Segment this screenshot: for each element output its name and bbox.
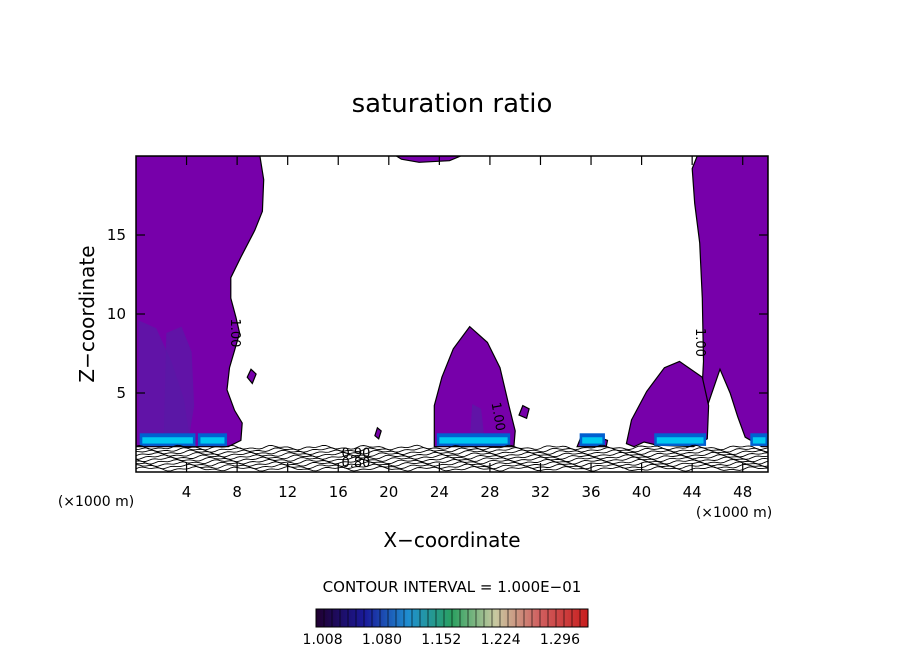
y-tick-label: 10 bbox=[107, 305, 126, 323]
isoline-8 bbox=[136, 449, 768, 456]
isoline-3 bbox=[136, 461, 768, 467]
x-tick-label: 36 bbox=[581, 483, 600, 501]
isoline-4 bbox=[136, 458, 768, 465]
contour-label: 0.80 bbox=[341, 456, 370, 471]
colorbar-label: 1.008 bbox=[303, 632, 343, 648]
x-tick-label: 16 bbox=[329, 483, 348, 501]
isoline-7 bbox=[136, 451, 768, 458]
cloud-base-core-2 bbox=[200, 437, 225, 444]
dark-shade-3 bbox=[469, 404, 485, 442]
cloud-base-core-4 bbox=[582, 437, 603, 444]
x-tick-label: 24 bbox=[430, 483, 449, 501]
x-tick-label: 48 bbox=[733, 483, 752, 501]
colorbar-label-layer: 1.008 1.080 1.152 1.224 1.296 bbox=[303, 632, 581, 648]
colorbar-label: 1.296 bbox=[540, 632, 580, 648]
x-tick-label: 4 bbox=[182, 483, 192, 501]
contour-label: 0.90 bbox=[341, 446, 370, 461]
supersaturated-region-2 bbox=[691, 156, 768, 448]
x-unit-label-right: (×1000 m) bbox=[696, 505, 772, 521]
supersaturated-region-4 bbox=[433, 325, 516, 448]
x-tick-label: 44 bbox=[683, 483, 702, 501]
supersaturated-region-5 bbox=[625, 360, 710, 448]
isoline-1 bbox=[136, 466, 768, 472]
x-tick-label: 32 bbox=[531, 483, 550, 501]
isoline-2 bbox=[136, 463, 768, 470]
y-axis-label: Z−coordinate bbox=[75, 245, 99, 382]
contour-label-layer: 1.00 1.00 1.00 0.900.80 bbox=[227, 318, 707, 470]
colorbar-tick-layer bbox=[323, 609, 581, 627]
y-tick-layer: 5 10 15 bbox=[107, 226, 768, 402]
contour-label: 1.00 bbox=[692, 328, 707, 357]
x-tick-label: 12 bbox=[278, 483, 297, 501]
isoline-6 bbox=[136, 454, 768, 460]
supersaturated-region-7 bbox=[518, 404, 530, 420]
colorbar-label: 1.152 bbox=[421, 632, 461, 648]
isoline-10 bbox=[136, 444, 768, 451]
x-axis-label: X−coordinate bbox=[383, 528, 520, 552]
cloud-base-core-5 bbox=[656, 437, 704, 444]
y-tick-label: 15 bbox=[107, 226, 126, 244]
x-tick-label: 20 bbox=[379, 483, 398, 501]
saturation-fill-layer bbox=[136, 156, 768, 448]
plot-area bbox=[136, 156, 768, 472]
cloud-base-core-1 bbox=[142, 437, 193, 444]
x-tick-label: 8 bbox=[232, 483, 242, 501]
subsaturated-isolines bbox=[136, 444, 768, 472]
chart-title: saturation ratio bbox=[352, 89, 553, 119]
dark-shade-2 bbox=[163, 326, 195, 438]
x-tick-label: 40 bbox=[632, 483, 651, 501]
colorbar-label: 1.224 bbox=[481, 632, 521, 648]
contour-interval-text: CONTOUR INTERVAL = 1.000E−01 bbox=[323, 578, 582, 596]
x-tick-label: 28 bbox=[480, 483, 499, 501]
cloud-base-core-3 bbox=[439, 437, 508, 444]
x-tick-layer: 4 8 12 16 20 24 28 32 36 40 44 48 bbox=[182, 156, 752, 501]
supersaturated-region-8 bbox=[246, 368, 257, 385]
supersaturated-region-3 bbox=[395, 156, 462, 163]
supersaturated-region-9 bbox=[374, 426, 382, 440]
x-unit-label-left: (×1000 m) bbox=[58, 494, 134, 510]
contour-label: 1.00 bbox=[488, 401, 508, 432]
colorbar-frame bbox=[315, 608, 589, 628]
y-tick-label: 5 bbox=[116, 384, 126, 402]
colorbar-label: 1.080 bbox=[362, 632, 402, 648]
cloud-base-core-6 bbox=[752, 437, 766, 444]
contour-label: 1.00 bbox=[227, 318, 242, 347]
